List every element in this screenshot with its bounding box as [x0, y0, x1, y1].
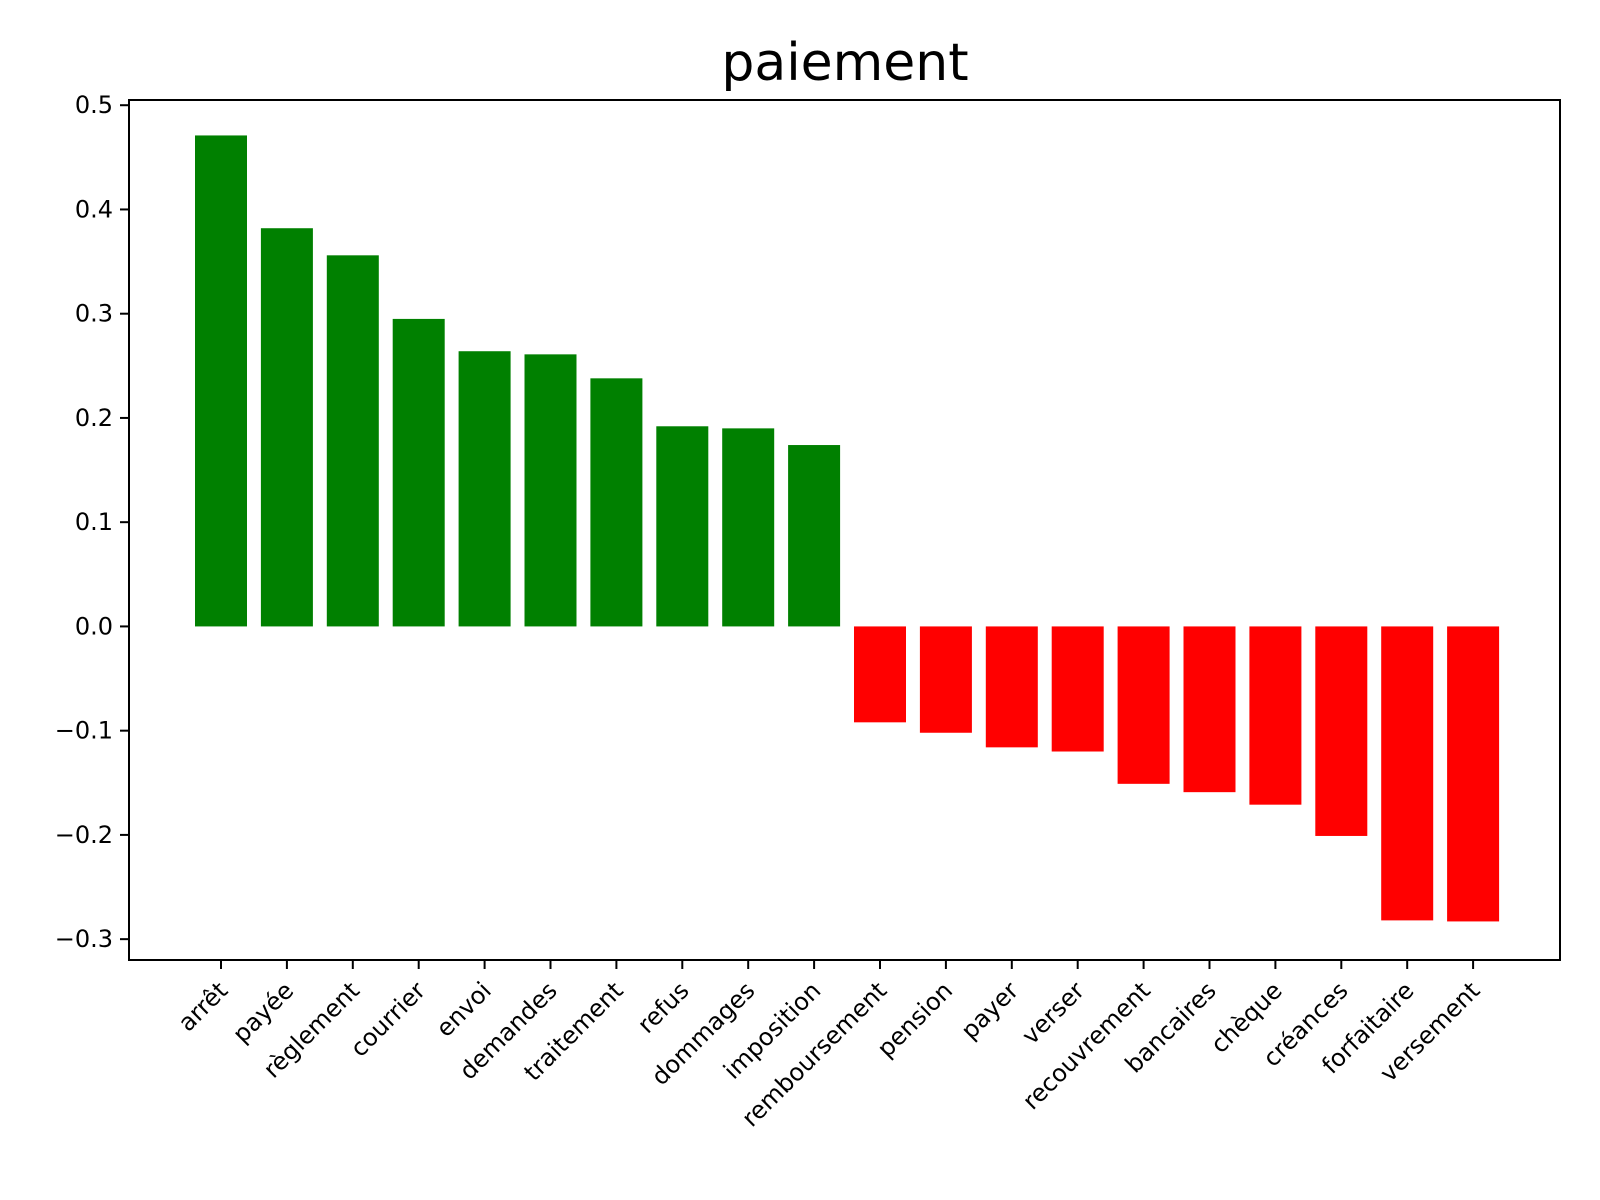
y-tick-label-1: 0.4	[75, 195, 113, 223]
bar-18	[1381, 626, 1434, 921]
plot-frame	[128, 99, 1561, 961]
y-tick-label-2: 0.3	[75, 300, 113, 328]
bar-11	[919, 626, 972, 733]
y-tick-label-7: −0.2	[55, 821, 113, 849]
bar-10	[854, 626, 906, 723]
bar-13	[1051, 626, 1104, 752]
y-axis: 0.5 0.4 0.3 0.2 0.1 0.0 −0.1 −0.2 −0.3	[55, 91, 129, 953]
y-tick-label-4: 0.1	[75, 508, 113, 536]
bar-0	[195, 135, 247, 627]
bar-5	[524, 354, 577, 627]
bar-2	[326, 255, 379, 627]
bar-4	[458, 351, 511, 627]
y-tick-label-5: 0.0	[75, 612, 113, 640]
x-tick-label-0: arrêt	[173, 976, 234, 1037]
bar-6	[590, 378, 643, 627]
y-tick-label-8: −0.3	[55, 925, 113, 953]
bar-14	[1117, 626, 1170, 784]
bar-7	[656, 426, 709, 627]
bar-12	[985, 626, 1038, 748]
x-tick-label-12: payer	[956, 976, 1025, 1045]
bar-9	[788, 445, 841, 627]
bar-15	[1183, 626, 1236, 793]
bar-1	[260, 228, 313, 627]
bars-layer	[195, 135, 1500, 922]
bar-17	[1315, 626, 1368, 836]
bar-3	[392, 318, 445, 627]
chart-title: paiement	[721, 33, 968, 93]
y-tick-label-6: −0.1	[55, 717, 113, 745]
y-tick-label-3: 0.2	[75, 404, 113, 432]
bar-19	[1447, 626, 1500, 922]
x-tick-label-7: refus	[632, 976, 694, 1038]
bar-16	[1249, 626, 1302, 805]
bar-8	[722, 428, 775, 627]
y-tick-label-0: 0.5	[75, 91, 113, 119]
